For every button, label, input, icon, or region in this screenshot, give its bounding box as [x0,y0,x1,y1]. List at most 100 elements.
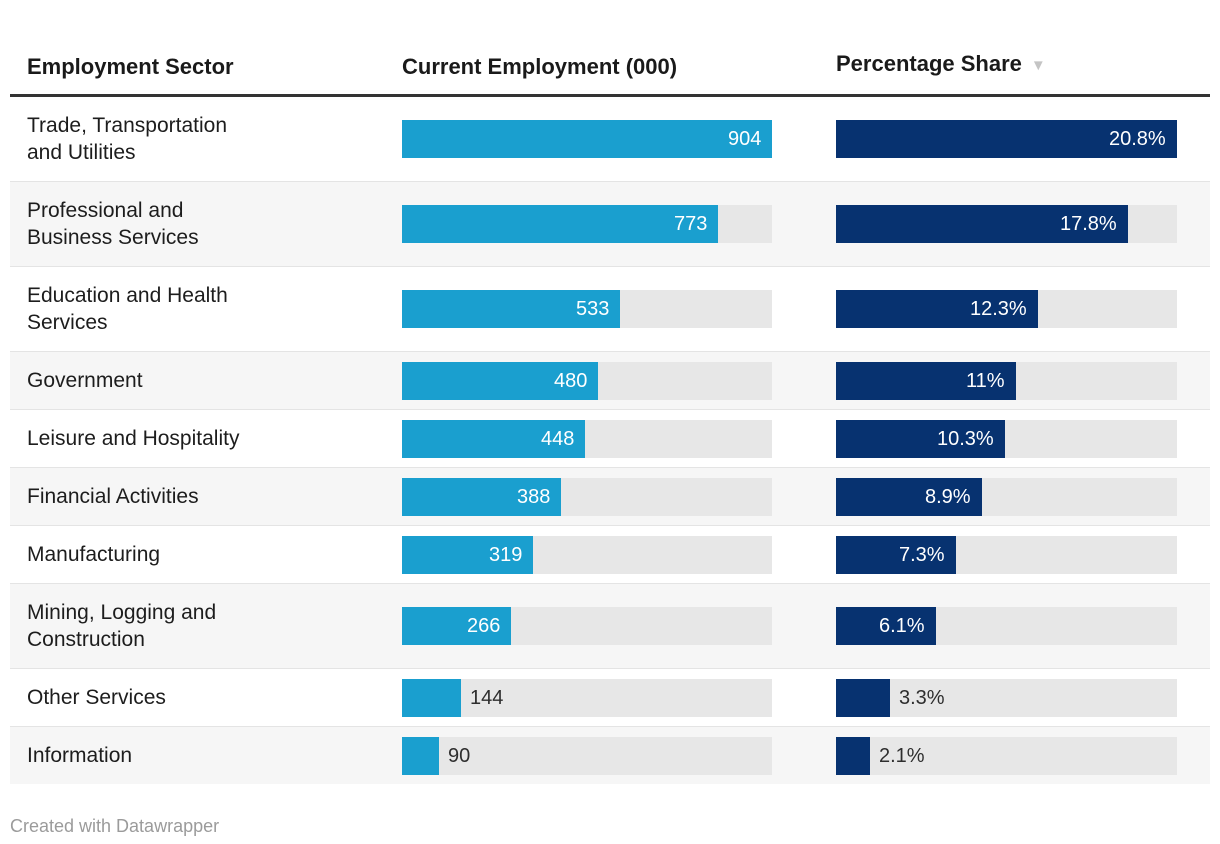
sector-label: Education and Health Services [27,284,228,334]
employment-bar-track: 448 [402,419,772,458]
datawrapper-credit-link[interactable]: Created with Datawrapper [10,816,220,836]
share-bar-track: 3.3% [836,678,1177,717]
share-value-label: 17.8% [1060,213,1117,235]
share-cell: 8.9% [836,477,1210,516]
share-bar-track: 7.3% [836,535,1177,574]
sector-label: Mining, Logging and Construction [27,601,217,651]
share-cell: 7.3% [836,535,1210,574]
table-row: Other Services 144 3.3% [10,668,1210,726]
sector-label: Manufacturing [27,543,161,566]
column-header-percentage-share[interactable]: Percentage Share ▼ [836,50,1210,80]
table-row: Information 90 2.1% [10,726,1210,784]
sector-label: Government [27,369,143,392]
share-cell: 3.3% [836,678,1210,717]
employment-cell: 319 [402,535,836,574]
employment-bar [402,678,461,717]
table-header: Employment Sector Current Employment (00… [10,0,1210,97]
share-bar [836,607,936,645]
share-value-label: 12.3% [970,298,1027,320]
share-value-label: 10.3% [937,427,994,450]
employment-bar-track: 266 [402,607,772,645]
employment-bar [402,290,620,328]
employment-cell: 266 [402,607,836,645]
employment-bar-track: 144 [402,678,772,717]
employment-value-label: 773 [674,213,708,235]
employment-value-label: 144 [470,686,504,709]
sector-label: Trade, Transportation and Utilities [27,114,227,164]
sector-label: Financial Activities [27,485,199,508]
share-bar [836,120,1177,158]
table-footer: Created with Datawrapper [10,816,1210,837]
employment-cell: 533 [402,290,836,328]
share-bar [836,290,1038,328]
table-row: Trade, Transportation and Utilities 904 … [10,97,1210,181]
employment-cell: 773 [402,205,836,243]
employment-value-label: 319 [489,543,523,566]
share-bar-track: 11% [836,361,1177,400]
employment-value-label: 388 [517,485,551,508]
share-bar-track: 2.1% [836,736,1177,775]
sector-label: Information [27,744,133,767]
share-bar-track: 6.1% [836,607,1177,645]
employment-bar-track: 90 [402,736,772,775]
share-bar [836,535,956,574]
employment-value-label: 904 [728,128,762,150]
share-value-label: 3.3% [899,686,945,709]
column-header-current-employment[interactable]: Current Employment (000) [402,54,678,79]
share-value-label: 2.1% [879,744,925,767]
share-bar [836,361,1016,400]
share-cell: 2.1% [836,736,1210,775]
table-row: Financial Activities 388 8.9% [10,467,1210,525]
table-row: Professional and Business Services 773 1… [10,181,1210,266]
sector-label: Other Services [27,686,166,709]
employment-value-label: 90 [448,744,471,767]
table-row: Education and Health Services 533 12.3% [10,266,1210,351]
share-value-label: 7.3% [899,543,945,566]
employment-bar [402,607,511,645]
share-cell: 6.1% [836,607,1210,645]
share-value-label: 6.1% [879,615,925,637]
table-rows: Trade, Transportation and Utilities 904 … [10,97,1210,784]
employment-bar [402,477,561,516]
share-cell: 11% [836,361,1210,400]
employment-bar-track: 319 [402,535,772,574]
employment-value-label: 480 [554,369,588,392]
column-header-employment-sector[interactable]: Employment Sector [27,54,234,79]
table-row: Government 480 11% [10,351,1210,409]
share-bar [836,477,982,516]
employment-bar-track: 533 [402,290,772,328]
share-value-label: 8.9% [925,485,971,508]
table-row: Leisure and Hospitality 448 10.3% [10,409,1210,467]
share-cell: 20.8% [836,120,1210,158]
employment-bar-track: 388 [402,477,772,516]
employment-bar [402,535,533,574]
share-cell: 10.3% [836,419,1210,458]
employment-bar [402,205,718,243]
share-cell: 12.3% [836,290,1210,328]
employment-cell: 480 [402,361,836,400]
table-row: Manufacturing 319 7.3% [10,525,1210,583]
share-bar-track: 17.8% [836,205,1177,243]
share-bar-track: 10.3% [836,419,1177,458]
share-bar [836,736,870,775]
share-bar-track: 20.8% [836,120,1177,158]
share-cell: 17.8% [836,205,1210,243]
employment-value-label: 533 [576,298,610,320]
share-bar [836,205,1128,243]
share-bar-track: 8.9% [836,477,1177,516]
employment-cell: 90 [402,736,836,775]
table-row: Mining, Logging and Construction 266 6.1… [10,583,1210,668]
employment-bar-track: 480 [402,361,772,400]
sort-descending-icon: ▼ [1030,57,1046,74]
sector-label: Professional and Business Services [27,199,199,249]
employment-cell: 904 [402,120,836,158]
share-value-label: 11% [966,369,1005,392]
employment-value-label: 448 [541,427,575,450]
employment-bar-track: 773 [402,205,772,243]
employment-bar [402,361,598,400]
column-header-percentage-share-label: Percentage Share [836,51,1022,76]
employment-cell: 388 [402,477,836,516]
share-bar [836,419,1005,458]
employment-bar-track: 904 [402,120,772,158]
